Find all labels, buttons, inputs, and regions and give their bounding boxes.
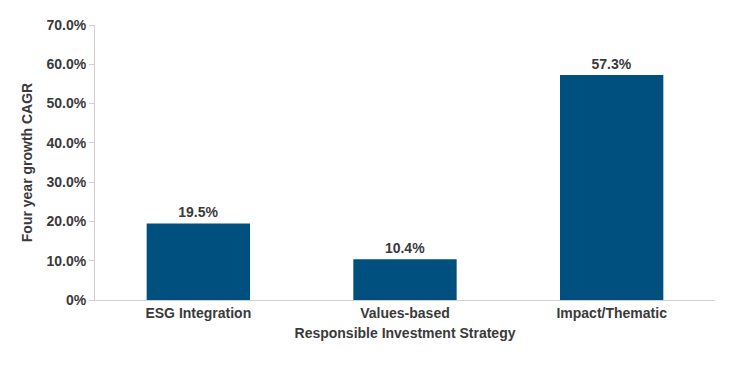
svg-text:Responsible Investment Strateg: Responsible Investment Strategy (295, 325, 516, 341)
svg-text:19.5%: 19.5% (178, 204, 218, 220)
svg-text:10.4%: 10.4% (385, 240, 425, 256)
svg-text:20.0%: 20.0% (46, 213, 86, 229)
svg-text:57.3%: 57.3% (592, 56, 632, 72)
svg-text:Four year growth CAGR: Four year growth CAGR (19, 83, 35, 242)
svg-text:Values-based: Values-based (360, 305, 450, 321)
svg-text:0%: 0% (66, 292, 87, 308)
svg-text:50.0%: 50.0% (46, 95, 86, 111)
svg-text:10.0%: 10.0% (46, 253, 86, 269)
svg-text:60.0%: 60.0% (46, 56, 86, 72)
svg-text:ESG Integration: ESG Integration (145, 305, 251, 321)
svg-text:30.0%: 30.0% (46, 174, 86, 190)
svg-text:Impact/Thematic: Impact/Thematic (556, 305, 667, 321)
svg-text:40.0%: 40.0% (46, 135, 86, 151)
svg-text:70.0%: 70.0% (46, 17, 86, 33)
